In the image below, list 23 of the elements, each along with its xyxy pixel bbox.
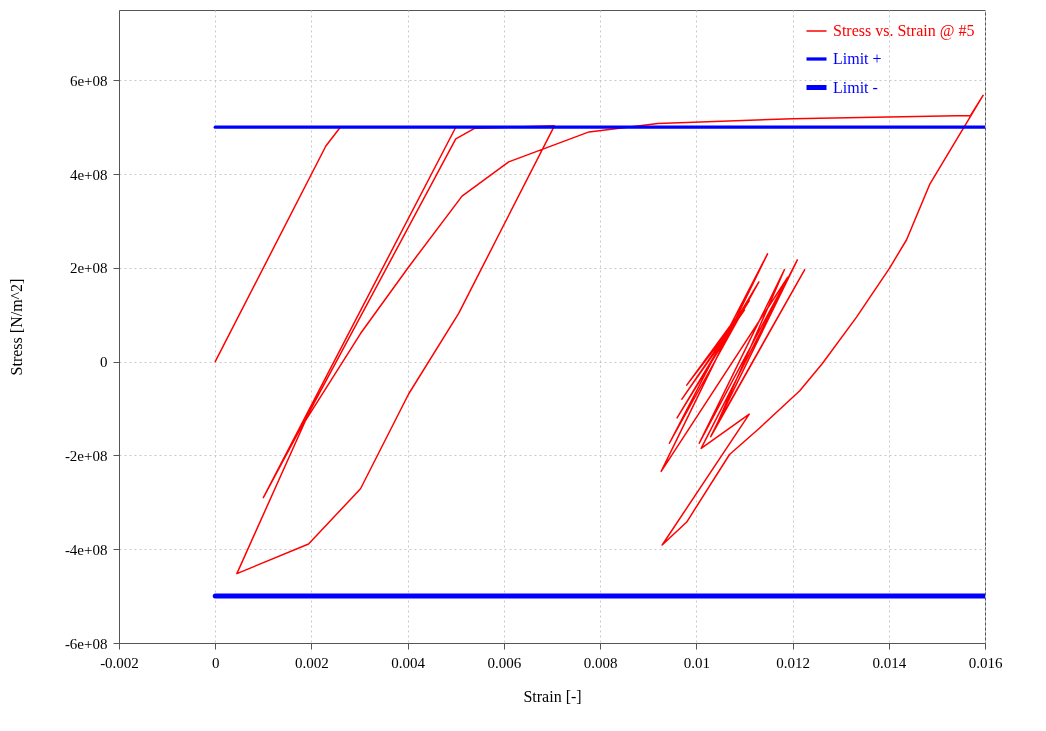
y-tick-label: 0 [100,354,108,371]
x-tick-label: 0.012 [776,654,810,671]
x-tick-label: 0.004 [391,654,426,671]
y-tick-label: 4e+08 [69,166,108,183]
x-tick-label: 0.008 [583,654,618,671]
x-tick-label: 0.014 [872,654,907,671]
y-tick-label: 6e+08 [69,72,108,89]
y-axis-title: Stress [N/m^2] [7,278,25,376]
legend-label: Limit + [833,50,882,67]
x-tick-label: -0.002 [100,654,139,671]
x-tick-label: 0.016 [968,654,1003,671]
y-tick-label: -6e+08 [64,635,108,652]
x-axis-title: Strain [-] [523,687,582,705]
x-tick-label: 0.006 [487,654,522,671]
legend-label: Limit - [833,78,878,96]
x-tick-label: 0.01 [683,654,710,671]
y-tick-label: -4e+08 [64,541,108,558]
y-tick-label: 2e+08 [69,260,108,277]
legend-label: Stress vs. Strain @ #5 [833,22,975,40]
y-tick-label: -2e+08 [64,447,108,464]
x-tick-label: 0 [211,654,220,671]
x-tick-label: 0.002 [295,654,329,671]
line-series [214,94,984,575]
